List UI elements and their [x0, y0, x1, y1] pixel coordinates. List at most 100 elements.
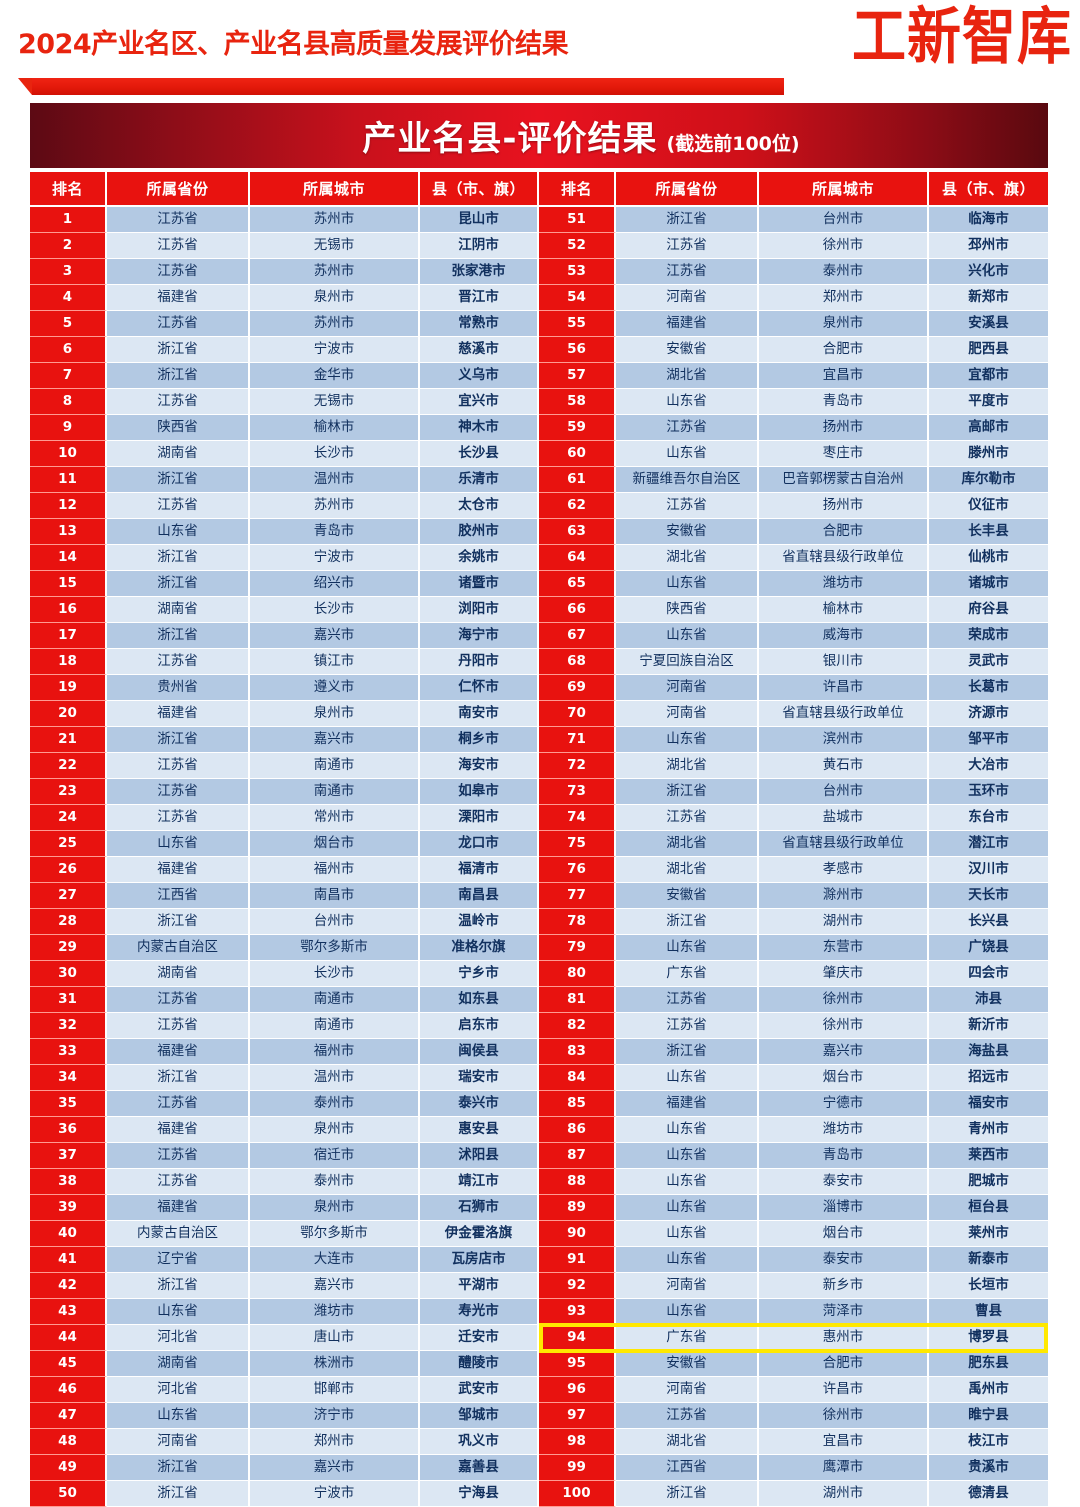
county-cell-left: 慈溪市 [420, 337, 539, 363]
county-cell-left: 常熟市 [420, 311, 539, 337]
province-cell-right: 河南省 [616, 1377, 759, 1403]
table-row: 2 江苏省 无锡市 江阴市 52 江苏省 徐州市 邳州市 [30, 233, 1048, 259]
province-cell-left: 辽宁省 [107, 1247, 250, 1273]
rank-cell-right: 94 [539, 1325, 616, 1351]
table-row: 20 福建省 泉州市 南安市 70 河南省 省直辖县级行政单位 济源市 [30, 701, 1048, 727]
rank-cell-left: 43 [30, 1299, 107, 1325]
county-cell-left: 宜兴市 [420, 389, 539, 415]
county-cell-right: 邹平市 [929, 727, 1048, 753]
county-cell-left: 巩义市 [420, 1429, 539, 1455]
rank-cell-right: 75 [539, 831, 616, 857]
rank-cell-right: 63 [539, 519, 616, 545]
county-cell-left: 昆山市 [420, 207, 539, 233]
city-cell-right: 宜昌市 [759, 1429, 929, 1455]
county-cell-right: 肥城市 [929, 1169, 1048, 1195]
province-cell-right: 湖北省 [616, 1429, 759, 1455]
col-header-city-left: 所属城市 [250, 172, 420, 207]
city-cell-right: 滁州市 [759, 883, 929, 909]
county-cell-right: 高邮市 [929, 415, 1048, 441]
rank-cell-right: 90 [539, 1221, 616, 1247]
county-cell-left: 闽侯县 [420, 1039, 539, 1065]
table-row: 37 江苏省 宿迁市 沭阳县 87 山东省 青岛市 莱西市 [30, 1143, 1048, 1169]
col-header-rank-right: 排名 [539, 172, 616, 207]
rank-cell-right: 56 [539, 337, 616, 363]
province-cell-left: 湖南省 [107, 441, 250, 467]
province-cell-right: 新疆维吾尔自治区 [616, 467, 759, 493]
city-cell-left: 苏州市 [250, 207, 420, 233]
city-cell-left: 鄂尔多斯市 [250, 1221, 420, 1247]
county-cell-left: 江阴市 [420, 233, 539, 259]
city-cell-right: 枣庄市 [759, 441, 929, 467]
county-cell-left: 南安市 [420, 701, 539, 727]
province-cell-left: 福建省 [107, 1195, 250, 1221]
rank-cell-left: 31 [30, 987, 107, 1013]
city-cell-right: 省直辖县级行政单位 [759, 831, 929, 857]
county-cell-right: 四会市 [929, 961, 1048, 987]
province-cell-left: 内蒙古自治区 [107, 935, 250, 961]
province-cell-left: 浙江省 [107, 1065, 250, 1091]
table-row: 13 山东省 青岛市 胶州市 63 安徽省 合肥市 长丰县 [30, 519, 1048, 545]
city-cell-left: 无锡市 [250, 233, 420, 259]
province-cell-right: 河南省 [616, 675, 759, 701]
city-cell-left: 烟台市 [250, 831, 420, 857]
county-cell-right: 宜都市 [929, 363, 1048, 389]
county-cell-right: 长垣市 [929, 1273, 1048, 1299]
province-cell-right: 广东省 [616, 961, 759, 987]
province-cell-right: 山东省 [616, 1221, 759, 1247]
rank-cell-right: 97 [539, 1403, 616, 1429]
table-row: 41 辽宁省 大连市 瓦房店市 91 山东省 泰安市 新泰市 [30, 1247, 1048, 1273]
province-cell-right: 山东省 [616, 935, 759, 961]
province-cell-right: 安徽省 [616, 337, 759, 363]
city-cell-left: 嘉兴市 [250, 623, 420, 649]
county-cell-right: 新泰市 [929, 1247, 1048, 1273]
city-cell-left: 泰州市 [250, 1091, 420, 1117]
city-cell-left: 宿迁市 [250, 1143, 420, 1169]
county-cell-left: 靖江市 [420, 1169, 539, 1195]
banner-inner: 产业名县-评价结果 (截选前100位) [362, 111, 799, 160]
city-cell-right: 盐城市 [759, 805, 929, 831]
city-cell-right: 合肥市 [759, 519, 929, 545]
province-cell-left: 贵州省 [107, 675, 250, 701]
province-cell-right: 江苏省 [616, 259, 759, 285]
province-cell-right: 江苏省 [616, 1403, 759, 1429]
county-cell-left: 长沙县 [420, 441, 539, 467]
rank-cell-right: 64 [539, 545, 616, 571]
county-cell-left: 余姚市 [420, 545, 539, 571]
table-row: 35 江苏省 泰州市 泰兴市 85 福建省 宁德市 福安市 [30, 1091, 1048, 1117]
province-cell-right: 河南省 [616, 701, 759, 727]
county-cell-right: 灵武市 [929, 649, 1048, 675]
rank-cell-left: 45 [30, 1351, 107, 1377]
city-cell-left: 长沙市 [250, 597, 420, 623]
province-cell-right: 山东省 [616, 1169, 759, 1195]
city-cell-left: 泉州市 [250, 1117, 420, 1143]
table-row: 24 江苏省 常州市 溧阳市 74 江苏省 盐城市 东台市 [30, 805, 1048, 831]
rank-cell-left: 11 [30, 467, 107, 493]
city-cell-left: 宁波市 [250, 337, 420, 363]
county-cell-right: 东台市 [929, 805, 1048, 831]
rank-cell-right: 68 [539, 649, 616, 675]
province-cell-left: 河北省 [107, 1377, 250, 1403]
province-cell-left: 江西省 [107, 883, 250, 909]
col-header-province-right: 所属省份 [616, 172, 759, 207]
county-cell-left: 嘉善县 [420, 1455, 539, 1481]
city-cell-right: 烟台市 [759, 1221, 929, 1247]
rank-cell-left: 8 [30, 389, 107, 415]
rank-cell-right: 65 [539, 571, 616, 597]
rank-cell-left: 6 [30, 337, 107, 363]
table-row: 40 内蒙古自治区 鄂尔多斯市 伊金霍洛旗 90 山东省 烟台市 莱州市 [30, 1221, 1048, 1247]
province-cell-left: 山东省 [107, 1299, 250, 1325]
county-cell-left: 胶州市 [420, 519, 539, 545]
province-cell-left: 浙江省 [107, 337, 250, 363]
province-cell-left: 浙江省 [107, 363, 250, 389]
table-row: 7 浙江省 金华市 义乌市 57 湖北省 宜昌市 宜都市 [30, 363, 1048, 389]
rank-cell-left: 2 [30, 233, 107, 259]
city-cell-left: 长沙市 [250, 441, 420, 467]
county-cell-right: 招远市 [929, 1065, 1048, 1091]
rank-cell-left: 39 [30, 1195, 107, 1221]
table-row: 34 浙江省 温州市 瑞安市 84 山东省 烟台市 招远市 [30, 1065, 1048, 1091]
rank-cell-left: 28 [30, 909, 107, 935]
county-cell-left: 迁安市 [420, 1325, 539, 1351]
city-cell-left: 常州市 [250, 805, 420, 831]
accent-bar-main [32, 78, 784, 95]
county-cell-right: 邳州市 [929, 233, 1048, 259]
